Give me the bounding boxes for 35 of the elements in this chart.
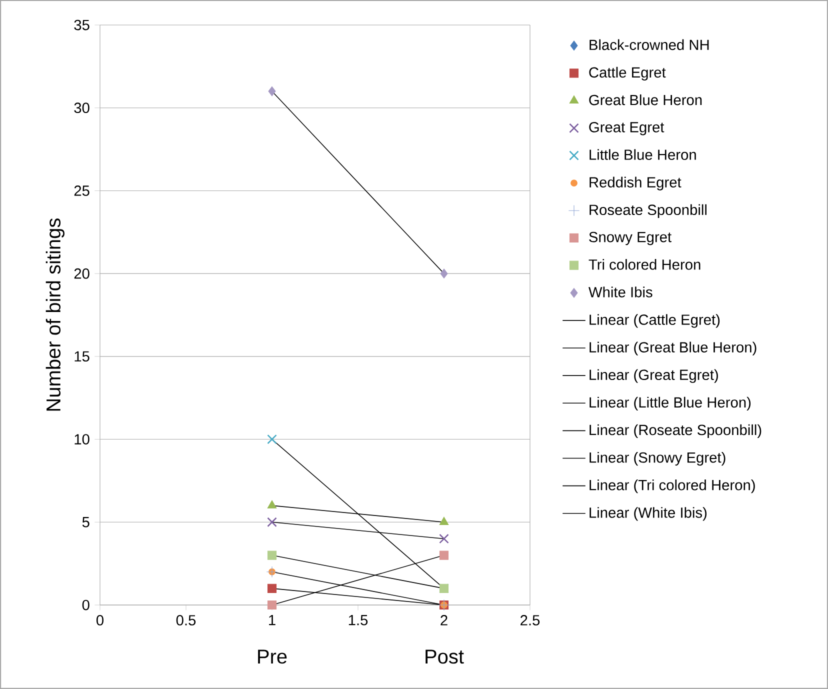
- y-tick-label: 20: [74, 268, 90, 279]
- legend-label: Little Blue Heron: [590, 149, 696, 160]
- y-axis-title: Number of bird sitings: [46, 218, 64, 411]
- legend-label: Linear (Roseate Spoonbill): [590, 424, 762, 438]
- legend-label: Reddish Egret: [590, 176, 682, 190]
- legend-label: Linear (Snowy Egret): [590, 452, 726, 466]
- y-tick-label: 35: [74, 20, 90, 30]
- x-tick-label: 2.5: [520, 615, 540, 626]
- legend-label: Great Egret: [589, 122, 664, 136]
- x-tick-label: 2: [440, 615, 448, 626]
- annotation: Pre: [258, 650, 287, 664]
- legend-label: Linear (Great Egret): [590, 369, 718, 383]
- legend-label: Linear (Cattle Egret): [590, 314, 720, 328]
- legend-label: Linear (Little Blue Heron): [590, 396, 751, 410]
- legend-label: Roseate Spoonbill: [590, 204, 706, 218]
- legend-label: Linear (Tri colored Heron): [590, 480, 755, 494]
- y-tick-label: 0: [82, 600, 90, 610]
- y-tick-label: 30: [74, 102, 90, 114]
- legend-label: Linear (White Ibis): [590, 507, 707, 521]
- x-tick-label: 1: [269, 615, 276, 626]
- y-tick-label: 10: [74, 434, 90, 444]
- x-tick-label: 0: [96, 615, 104, 626]
- y-tick-label: 15: [74, 351, 90, 362]
- legend-label: White Ibis: [588, 286, 652, 298]
- x-tick-label: 0.5: [176, 615, 196, 626]
- y-tick-label: 25: [74, 186, 90, 196]
- legend-label: Snowy Egret: [589, 232, 672, 246]
- legend-label: Cattle Egret: [589, 66, 666, 81]
- annotation: Post: [426, 650, 464, 664]
- y-tick-label: 5: [82, 517, 90, 528]
- x-tick-label: 1.5: [348, 615, 368, 626]
- legend-label: Black-crowned NH: [590, 39, 709, 50]
- legend-label: Linear (Great Blue Heron): [590, 342, 756, 356]
- legend-label: Great Blue Heron: [589, 94, 702, 106]
- legend-label: Tri colored Heron: [588, 259, 700, 270]
